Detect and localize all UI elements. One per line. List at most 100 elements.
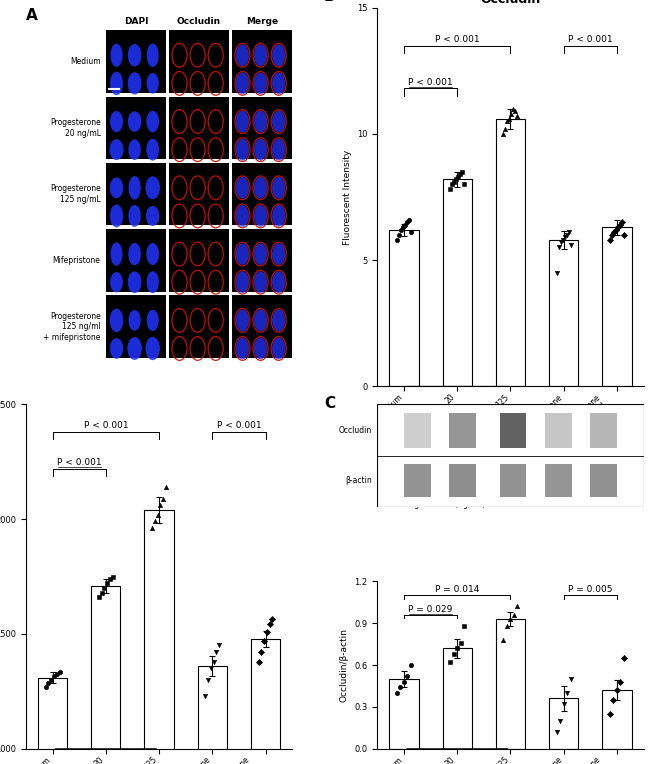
Point — [617, 216, 627, 228]
Point — [552, 726, 562, 738]
Point — [161, 481, 171, 494]
Ellipse shape — [236, 271, 249, 293]
Ellipse shape — [128, 112, 142, 132]
Point — [49, 670, 59, 682]
Ellipse shape — [146, 139, 159, 160]
Ellipse shape — [109, 139, 124, 160]
Ellipse shape — [272, 271, 285, 293]
Ellipse shape — [272, 243, 285, 265]
Bar — [404, 464, 430, 497]
Ellipse shape — [111, 242, 122, 266]
Ellipse shape — [146, 73, 159, 94]
Y-axis label: Fluorescent Intensity: Fluorescent Intensity — [343, 150, 352, 244]
Point — [40, 681, 51, 693]
Point — [402, 216, 412, 228]
Text: P < 0.001: P < 0.001 — [408, 77, 453, 86]
Ellipse shape — [272, 111, 285, 132]
Point — [265, 617, 275, 630]
Point — [445, 656, 456, 668]
Point — [608, 226, 619, 238]
Point — [456, 636, 466, 649]
Ellipse shape — [128, 44, 141, 66]
Ellipse shape — [254, 73, 267, 94]
Text: B: B — [324, 0, 336, 4]
Bar — [603, 228, 632, 387]
Point — [254, 656, 264, 668]
Point — [150, 516, 160, 528]
Point — [392, 687, 402, 699]
Bar — [38, 678, 67, 764]
Ellipse shape — [254, 111, 267, 132]
Point — [262, 626, 272, 638]
Point — [566, 673, 576, 685]
Point — [452, 643, 462, 655]
Point — [209, 656, 219, 668]
Ellipse shape — [236, 73, 249, 94]
Point — [155, 500, 166, 512]
Bar — [443, 649, 472, 749]
Point — [613, 222, 623, 234]
Ellipse shape — [110, 272, 123, 293]
Bar — [232, 96, 292, 159]
Point — [566, 239, 576, 251]
Ellipse shape — [254, 338, 267, 359]
Point — [459, 178, 469, 190]
Point — [94, 591, 104, 604]
Point — [459, 620, 469, 632]
Bar — [603, 690, 632, 749]
Point — [447, 178, 458, 190]
Ellipse shape — [110, 205, 123, 228]
Text: Occludin: Occludin — [177, 17, 221, 26]
Point — [404, 214, 414, 226]
Ellipse shape — [236, 309, 249, 332]
Point — [558, 234, 568, 246]
Text: P = 0.029: P = 0.029 — [408, 605, 453, 614]
Point — [555, 714, 566, 727]
Ellipse shape — [128, 205, 141, 227]
Bar — [590, 413, 617, 448]
Point — [214, 639, 224, 652]
Point — [158, 493, 168, 505]
Bar — [198, 666, 227, 764]
Bar — [496, 118, 525, 387]
Bar — [106, 296, 166, 358]
Point — [508, 102, 519, 115]
Point — [512, 601, 523, 613]
Point — [611, 224, 621, 236]
Text: Progesterone
125 ng/mL: Progesterone 125 ng/mL — [50, 184, 101, 204]
Point — [504, 112, 515, 125]
Ellipse shape — [111, 44, 123, 67]
Ellipse shape — [272, 44, 285, 66]
Point — [406, 659, 416, 671]
Bar — [232, 296, 292, 358]
Text: P < 0.001: P < 0.001 — [84, 421, 128, 430]
Point — [499, 128, 509, 140]
Ellipse shape — [146, 243, 159, 265]
Ellipse shape — [236, 44, 249, 66]
Bar — [106, 163, 166, 225]
Point — [96, 587, 107, 599]
Point — [499, 634, 509, 646]
Point — [99, 582, 110, 594]
Point — [211, 646, 222, 659]
Bar — [500, 413, 526, 448]
Bar — [549, 240, 578, 387]
Bar — [169, 163, 229, 225]
Bar — [549, 698, 578, 749]
Bar — [232, 229, 292, 292]
Ellipse shape — [236, 139, 249, 160]
Point — [564, 226, 574, 238]
Ellipse shape — [129, 176, 140, 199]
Point — [102, 578, 112, 590]
Point — [256, 646, 266, 659]
Ellipse shape — [272, 139, 285, 160]
Ellipse shape — [129, 139, 141, 160]
Point — [448, 648, 459, 660]
Ellipse shape — [146, 337, 160, 360]
Point — [395, 681, 406, 694]
Point — [457, 166, 467, 178]
Point — [147, 523, 157, 535]
Point — [259, 635, 269, 647]
Bar — [389, 679, 419, 749]
Bar — [232, 163, 292, 225]
